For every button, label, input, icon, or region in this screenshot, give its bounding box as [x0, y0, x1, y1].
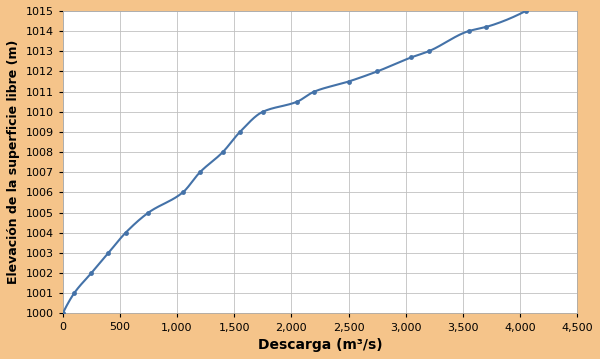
X-axis label: Descarga (m³/s): Descarga (m³/s) — [257, 338, 382, 352]
Y-axis label: Elevación de la superficie libre (m): Elevación de la superficie libre (m) — [7, 40, 20, 284]
